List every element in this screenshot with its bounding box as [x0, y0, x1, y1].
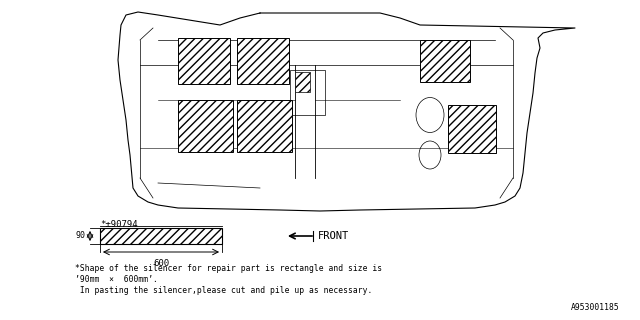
Bar [178, 100, 233, 152]
Bar [448, 105, 496, 153]
Text: 600: 600 [153, 259, 169, 268]
Text: 90: 90 [75, 231, 85, 241]
Text: ’90mm  ×  600mm’.: ’90mm × 600mm’. [75, 275, 158, 284]
Bar [295, 72, 310, 92]
Bar [290, 70, 325, 115]
Text: In pasting the silencer,please cut and pile up as necessary.: In pasting the silencer,please cut and p… [75, 286, 372, 295]
Bar [237, 38, 289, 84]
Text: *Shape of the silencer for repair part is rectangle and size is: *Shape of the silencer for repair part i… [75, 264, 382, 273]
Bar [100, 228, 222, 244]
Text: FRONT: FRONT [318, 231, 349, 241]
Bar [420, 40, 470, 82]
Bar [237, 100, 292, 152]
Text: *±90794: *±90794 [100, 220, 138, 229]
Bar [178, 38, 230, 84]
Text: A953001185: A953001185 [572, 303, 620, 312]
